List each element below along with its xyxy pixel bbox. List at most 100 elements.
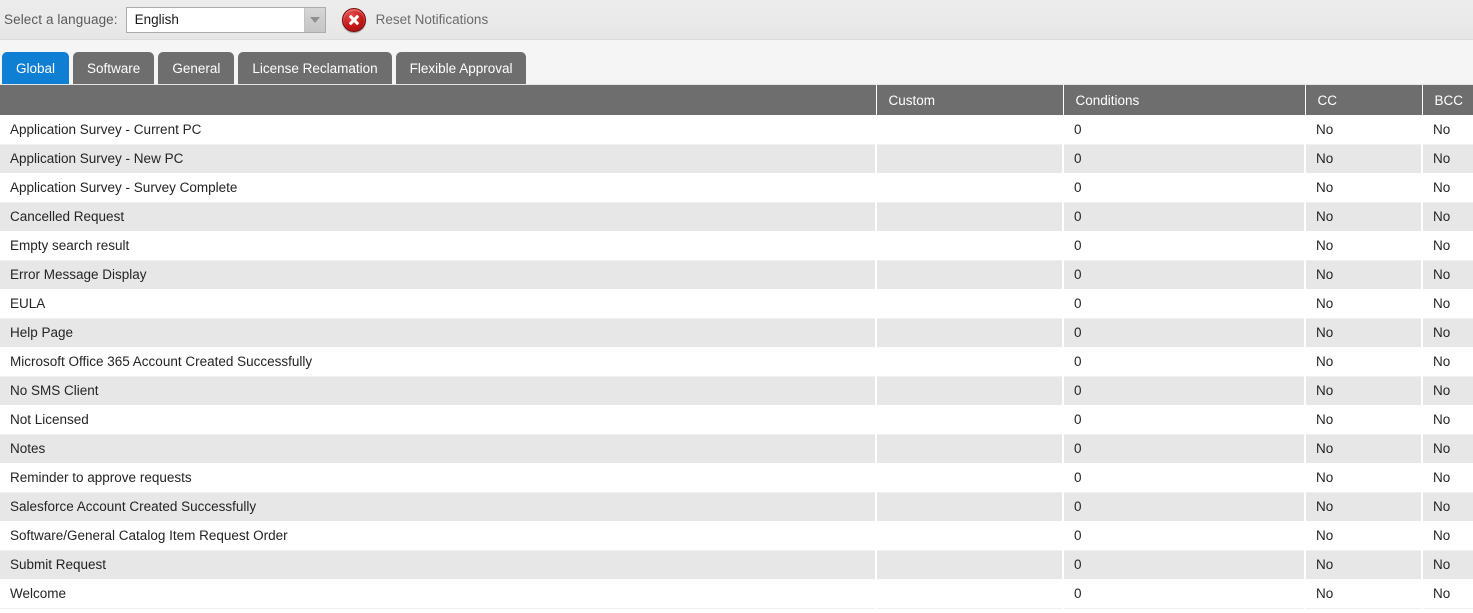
cell-notification-name: Microsoft Office 365 Account Created Suc…	[0, 347, 877, 376]
cell-custom	[876, 405, 1064, 434]
table-row[interactable]: EULA 0 No No	[0, 289, 1473, 318]
cell-conditions: 0	[1063, 579, 1306, 608]
cell-notification-name: Not Licensed	[0, 405, 877, 434]
table-row[interactable]: No SMS Client 0 No No	[0, 376, 1473, 405]
cell-notification-name: Application Survey - Survey Complete	[0, 173, 877, 202]
cell-notification-name: No SMS Client	[0, 376, 877, 405]
table-row[interactable]: Error Message Display 0 No No	[0, 260, 1473, 289]
cell-custom	[876, 376, 1064, 405]
table-row[interactable]: Welcome 0 No No	[0, 579, 1473, 608]
cell-cc: No	[1305, 521, 1423, 550]
grid-header-row: Custom Conditions CC BCC	[0, 85, 1473, 115]
cell-conditions: 0	[1063, 115, 1306, 144]
cell-bcc: No	[1422, 260, 1473, 289]
chevron-down-icon	[309, 16, 320, 23]
table-row[interactable]: Application Survey - Current PC 0 No No	[0, 115, 1473, 144]
table-row[interactable]: Submit Request 0 No No	[0, 550, 1473, 579]
cell-notification-name: Reminder to approve requests	[0, 463, 877, 492]
cell-bcc: No	[1422, 521, 1473, 550]
table-row[interactable]: Not Licensed 0 No No	[0, 405, 1473, 434]
cell-notification-name: EULA	[0, 289, 877, 318]
tab-software[interactable]: Software	[73, 52, 155, 84]
top-toolbar: Select a language: English Reset Notific…	[0, 0, 1473, 40]
table-row[interactable]: Application Survey - Survey Complete 0 No N…	[0, 173, 1473, 202]
cell-notification-name: Help Page	[0, 318, 877, 347]
table-row[interactable]: Help Page 0 No No	[0, 318, 1473, 347]
cell-bcc: No	[1422, 173, 1473, 202]
cell-cc: No	[1305, 318, 1423, 347]
cell-custom	[876, 318, 1064, 347]
cell-cc: No	[1305, 550, 1423, 579]
cell-custom	[876, 347, 1064, 376]
cell-cc: No	[1305, 347, 1423, 376]
cell-conditions: 0	[1063, 434, 1306, 463]
cell-cc: No	[1305, 173, 1423, 202]
table-row[interactable]: Microsoft Office 365 Account Created Suc…	[0, 347, 1473, 376]
cell-conditions: 0	[1063, 231, 1306, 260]
cell-cc: No	[1305, 231, 1423, 260]
column-header-name[interactable]	[0, 85, 877, 115]
tab-license-reclamation[interactable]: License Reclamation	[238, 52, 392, 84]
cell-conditions: 0	[1063, 260, 1306, 289]
cell-custom	[876, 521, 1064, 550]
cell-bcc: No	[1422, 434, 1473, 463]
cell-conditions: 0	[1063, 144, 1306, 173]
cell-notification-name: Error Message Display	[0, 260, 877, 289]
cell-bcc: No	[1422, 550, 1473, 579]
cell-custom	[876, 492, 1064, 521]
reset-notifications-label: Reset Notifications	[375, 12, 489, 27]
language-select-value[interactable]: English	[126, 7, 304, 32]
table-row[interactable]: Notes 0 No No	[0, 434, 1473, 463]
cell-notification-name: Software/General Catalog Item Request Or…	[0, 521, 877, 550]
table-row[interactable]: Salesforce Account Created Successfully 0…	[0, 492, 1473, 521]
cell-bcc: No	[1422, 463, 1473, 492]
cell-bcc: No	[1422, 376, 1473, 405]
cell-notification-name: Cancelled Request	[0, 202, 877, 231]
grid-body: Application Survey - Current PC 0 No No Appl…	[0, 115, 1473, 608]
cell-notification-name: Welcome	[0, 579, 877, 608]
cell-cc: No	[1305, 289, 1423, 318]
column-header-cc[interactable]: CC	[1305, 85, 1423, 115]
cell-cc: No	[1305, 463, 1423, 492]
column-header-conditions[interactable]: Conditions	[1063, 85, 1306, 115]
cell-cc: No	[1305, 579, 1423, 608]
table-row[interactable]: Empty search result 0 No No	[0, 231, 1473, 260]
column-header-bcc[interactable]: BCC	[1422, 85, 1473, 115]
cell-custom	[876, 289, 1064, 318]
cell-notification-name: Empty search result	[0, 231, 877, 260]
cell-bcc: No	[1422, 115, 1473, 144]
table-row[interactable]: Application Survey - New PC 0 No No	[0, 144, 1473, 173]
cell-notification-name: Salesforce Account Created Successfully	[0, 492, 877, 521]
language-select[interactable]: English	[125, 6, 326, 33]
cell-conditions: 0	[1063, 318, 1306, 347]
cell-conditions: 0	[1063, 173, 1306, 202]
tab-general[interactable]: General	[158, 52, 235, 84]
tab-global[interactable]: Global	[2, 52, 70, 84]
tab-strip: Global Software General License Reclamation…	[0, 40, 1473, 85]
cell-conditions: 0	[1063, 463, 1306, 492]
cell-conditions: 0	[1063, 492, 1306, 521]
column-header-custom[interactable]: Custom	[876, 85, 1064, 115]
cell-bcc: No	[1422, 318, 1473, 347]
notifications-grid: Custom Conditions CC BCC Application Sur…	[0, 85, 1473, 609]
cell-cc: No	[1305, 115, 1423, 144]
tab-flexible-approval[interactable]: Flexible Approval	[395, 52, 527, 84]
cell-notification-name: Submit Request	[0, 550, 877, 579]
reset-notifications-button[interactable]: Reset Notifications	[341, 7, 489, 32]
cell-cc: No	[1305, 434, 1423, 463]
grid-header: Custom Conditions CC BCC	[0, 85, 1473, 115]
cell-bcc: No	[1422, 289, 1473, 318]
language-select-arrow-button[interactable]	[303, 7, 325, 32]
table-row[interactable]: Reminder to approve requests 0 No No	[0, 463, 1473, 492]
cell-cc: No	[1305, 405, 1423, 434]
cell-bcc: No	[1422, 144, 1473, 173]
cell-bcc: No	[1422, 579, 1473, 608]
cell-custom	[876, 202, 1064, 231]
cell-cc: No	[1305, 492, 1423, 521]
table-row[interactable]: Cancelled Request 0 No No	[0, 202, 1473, 231]
cell-conditions: 0	[1063, 550, 1306, 579]
table-row[interactable]: Software/General Catalog Item Request Or…	[0, 521, 1473, 550]
cell-bcc: No	[1422, 347, 1473, 376]
cell-bcc: No	[1422, 405, 1473, 434]
cell-custom	[876, 144, 1064, 173]
